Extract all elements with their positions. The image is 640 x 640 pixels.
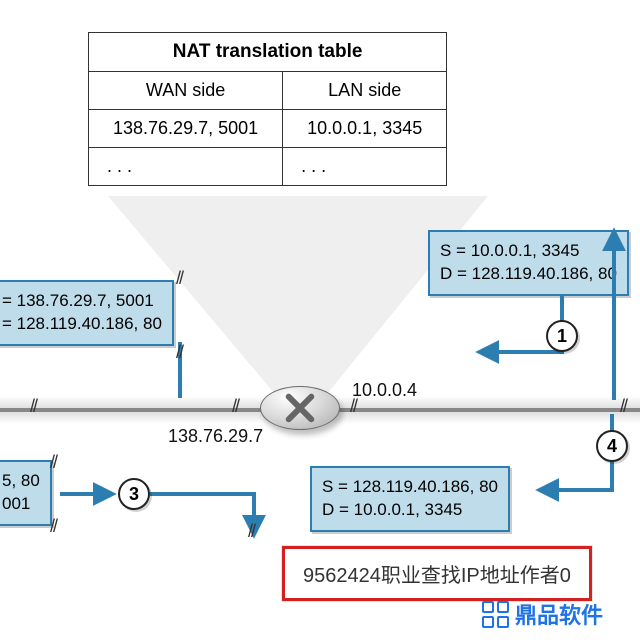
- brand-logo: 鼎品软件: [482, 598, 603, 630]
- step-circle-3: 3: [118, 478, 150, 510]
- caption-box: 9562424职业查找IP地址作者0: [282, 546, 592, 601]
- nat-cell-lan-0: 10.0.0.1, 3345: [283, 110, 447, 148]
- wire-slash-4: //: [350, 396, 356, 417]
- nat-cell-wan-0: 138.76.29.7, 5001: [89, 110, 283, 148]
- nat-table-title: NAT translation table: [89, 33, 447, 72]
- wire-slash-6: //: [50, 452, 56, 473]
- wire-slash-0: //: [176, 268, 182, 289]
- packet-box-3a: 5, 80 001: [0, 460, 52, 526]
- nat-cell-lan-1: . . .: [283, 148, 447, 186]
- router-ip-left: 138.76.29.7: [168, 426, 263, 447]
- packet-box-4: S = 128.119.40.186, 80 D = 10.0.0.1, 334…: [310, 466, 510, 532]
- wire-slash-5: //: [620, 396, 626, 417]
- logo-text: 鼎品软件: [515, 598, 603, 630]
- logo-icon: [482, 601, 509, 628]
- nat-table-header-wan: WAN side: [89, 72, 283, 110]
- step-circle-1: 1: [546, 320, 578, 352]
- nat-translation-table: NAT translation table WAN side LAN side …: [88, 32, 447, 186]
- packet-box-1: S = 10.0.0.1, 3345 D = 128.119.40.186, 8…: [428, 230, 629, 296]
- nat-cell-wan-1: . . .: [89, 148, 283, 186]
- router-ip-right: 10.0.0.4: [352, 380, 417, 401]
- step-circle-4: 4: [596, 430, 628, 462]
- wire-slash-7: //: [50, 516, 56, 537]
- wire-slash-1: //: [176, 342, 182, 363]
- wire-slash-8: //: [248, 521, 254, 542]
- wire-slash-2: //: [30, 396, 36, 417]
- router-icon: [260, 386, 340, 430]
- nat-table-header-lan: LAN side: [283, 72, 447, 110]
- packet-box-2: = 138.76.29.7, 5001 = 128.119.40.186, 80: [0, 280, 174, 346]
- wire-slash-3: //: [232, 396, 238, 417]
